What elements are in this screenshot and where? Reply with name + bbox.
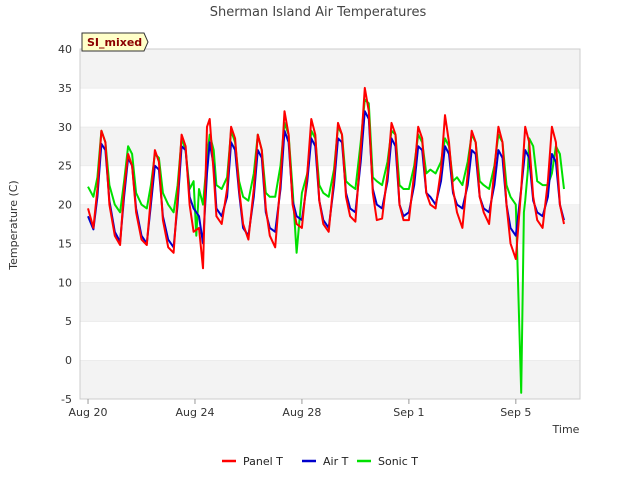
legend-label: Sonic T xyxy=(378,455,418,468)
site-badge-label: SI_mixed xyxy=(87,36,142,49)
legend: Panel T Air T Sonic T xyxy=(222,455,418,468)
y-tick-label: 35 xyxy=(58,82,72,95)
x-tick-label: Aug 24 xyxy=(175,406,214,419)
x-axis-ticks: Aug 20 Aug 24 Aug 28 Sep 1 Sep 5 xyxy=(69,399,531,419)
x-tick-label: Aug 28 xyxy=(282,406,321,419)
y-tick-label: 10 xyxy=(58,276,72,289)
y-tick-label: -5 xyxy=(61,393,72,406)
grid-band xyxy=(80,87,580,127)
site-badge: SI_mixed xyxy=(81,32,149,52)
legend-label: Panel T xyxy=(243,455,283,468)
y-axis-title: Temperature (C) xyxy=(7,180,20,270)
grid-band xyxy=(80,360,580,399)
series-line-sonic-t xyxy=(87,98,565,394)
x-tick-label: Sep 5 xyxy=(500,406,531,419)
x-axis-title: Time xyxy=(552,423,580,436)
y-tick-label: 15 xyxy=(58,237,72,250)
grid-band xyxy=(80,49,580,88)
y-axis-ticks: -5 0 5 10 15 20 25 30 35 40 xyxy=(58,43,72,406)
y-tick-label: 20 xyxy=(58,199,72,212)
y-tick-label: 5 xyxy=(65,315,72,328)
y-tick-label: 40 xyxy=(58,43,72,56)
y-tick-label: 25 xyxy=(58,160,72,173)
grid-band xyxy=(80,282,580,322)
chart-title: Sherman Island Air Temperatures xyxy=(210,5,427,20)
plot-frame xyxy=(79,48,581,400)
grid-band xyxy=(80,321,580,361)
legend-label: Air T xyxy=(323,455,349,468)
site-badge-shape xyxy=(81,32,149,52)
series-line-panel-t xyxy=(87,86,565,270)
y-tick-label: 30 xyxy=(58,121,72,134)
x-tick-label: Sep 1 xyxy=(393,406,424,419)
x-tick-label: Aug 20 xyxy=(69,406,108,419)
y-tick-label: 0 xyxy=(65,354,72,367)
series-layer xyxy=(87,86,565,394)
grid-band xyxy=(80,243,580,283)
